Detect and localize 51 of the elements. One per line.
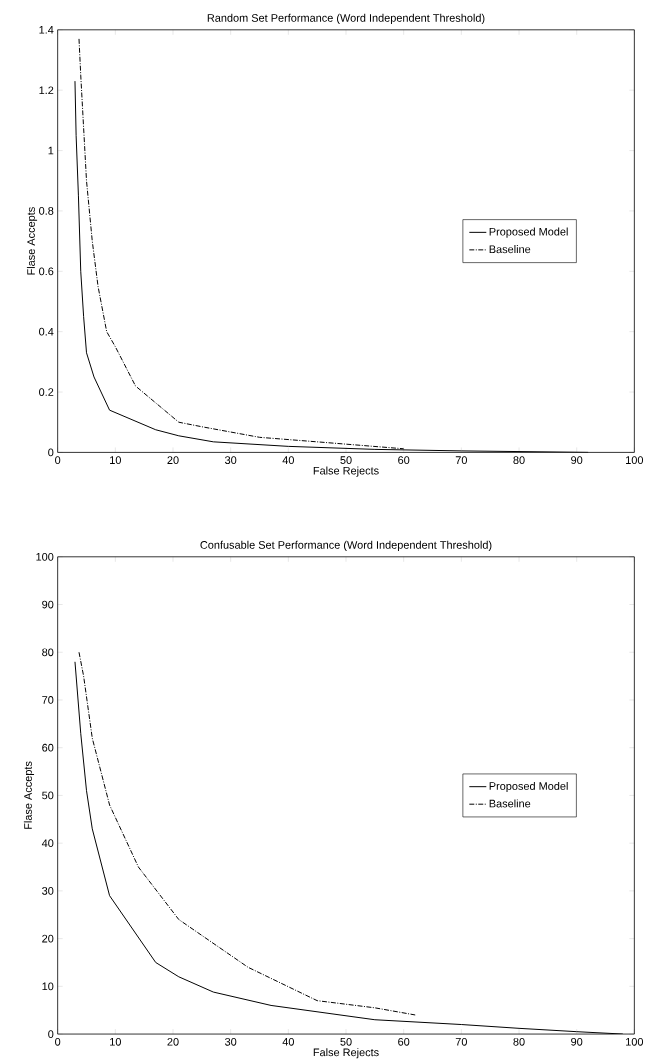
x-tick-label: 0 xyxy=(54,1037,61,1046)
y-tick-label: 1.4 xyxy=(39,26,54,34)
x-tick-label: 40 xyxy=(282,456,294,464)
y-tick-label: 40 xyxy=(41,839,54,848)
y-tick-label: 70 xyxy=(42,696,54,704)
x-tick-label: 100 xyxy=(625,1037,643,1046)
x-tick-label: 60 xyxy=(398,456,410,464)
y-tick-label: 0.2 xyxy=(38,388,54,396)
y-tick-label: 20 xyxy=(42,934,54,943)
x-tick-label: 50 xyxy=(340,1037,352,1046)
y-tick-label: 0.4 xyxy=(38,327,54,336)
y-tick-label: 10 xyxy=(42,982,54,991)
y-tick-label: 80 xyxy=(42,648,54,657)
legend-label: Baseline xyxy=(489,245,531,254)
y-tick-label: 0 xyxy=(48,1030,54,1038)
x-tick-label: 20 xyxy=(167,456,179,464)
x-tick-label: 80 xyxy=(513,1037,525,1046)
y-tick-label: 100 xyxy=(36,552,54,561)
chart-title: Random Set Performance (Word Independent Threshold) xyxy=(207,13,485,24)
x-tick-label: 50 xyxy=(340,456,352,464)
y-tick-label: 1.2 xyxy=(39,86,54,95)
x-tick-label: 10 xyxy=(109,1037,121,1046)
x-tick-label: 70 xyxy=(455,1037,467,1046)
x-tick-label: 70 xyxy=(455,456,467,464)
y-tick-label: 1 xyxy=(48,146,54,155)
legend-label: Proposed Model xyxy=(489,781,568,793)
y-tick-label: 0.8 xyxy=(38,207,54,215)
x-tick-label: 40 xyxy=(282,1037,294,1046)
x-tick-label: 60 xyxy=(398,1037,410,1046)
legend-label: Baseline xyxy=(489,799,531,808)
legend-label: Proposed Model xyxy=(489,227,568,238)
x-tick-label: 10 xyxy=(109,456,121,464)
y-tick-label: 50 xyxy=(41,791,54,800)
x-tick-label: 20 xyxy=(167,1037,179,1046)
y-tick-label: 60 xyxy=(42,743,54,752)
x-tick-label: 30 xyxy=(224,456,237,464)
y-axis-title: Flase Accepts xyxy=(26,207,37,275)
y-axis-title: Flase Accepts xyxy=(23,761,34,829)
x-tick-label: 100 xyxy=(625,456,643,464)
x-axis-title: False Rejects xyxy=(313,1048,379,1059)
y-tick-label: 0.6 xyxy=(38,267,54,276)
y-tick-label: 90 xyxy=(42,600,54,609)
x-tick-label: 0 xyxy=(54,456,61,464)
y-tick-label: 30 xyxy=(41,887,54,895)
x-axis-title: False Rejects xyxy=(313,466,379,477)
x-tick-label: 80 xyxy=(513,456,525,464)
x-tick-label: 90 xyxy=(571,1037,583,1046)
x-tick-label: 30 xyxy=(224,1037,237,1046)
chart-title: Confusable Set Performance (Word Independent Threshold) xyxy=(200,540,492,551)
y-tick-label: 0 xyxy=(48,448,54,457)
x-tick-label: 90 xyxy=(571,456,583,464)
